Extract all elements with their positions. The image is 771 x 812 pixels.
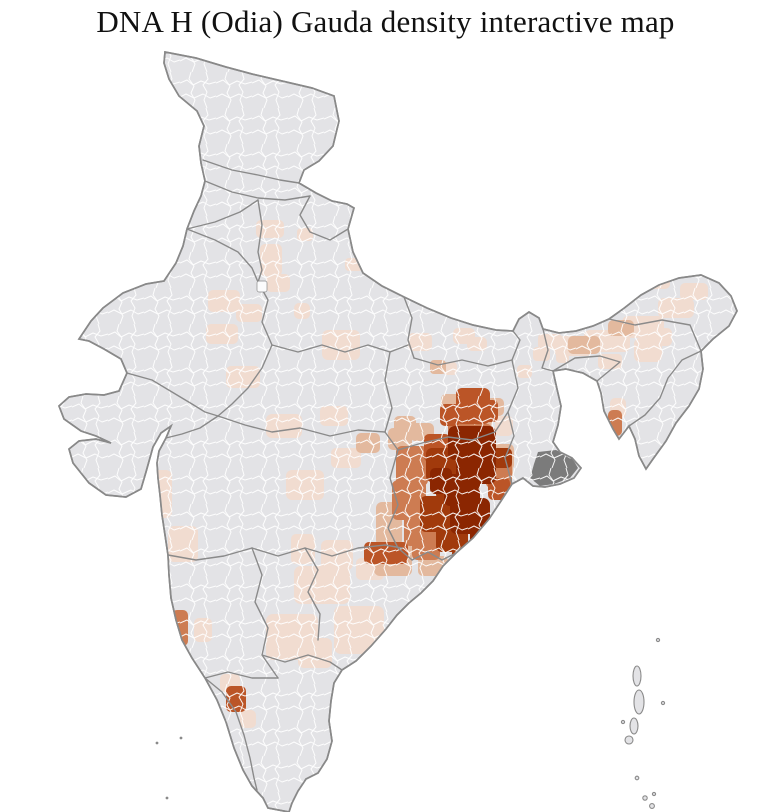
andaman-nicobar-islands[interactable] [620,637,666,809]
lakshadweep-islands[interactable] [155,736,183,800]
page-title: DNA H (Odia) Gauda density interactive m… [96,4,675,39]
state-borders [126,159,702,791]
delhi-enclave[interactable] [256,280,268,293]
